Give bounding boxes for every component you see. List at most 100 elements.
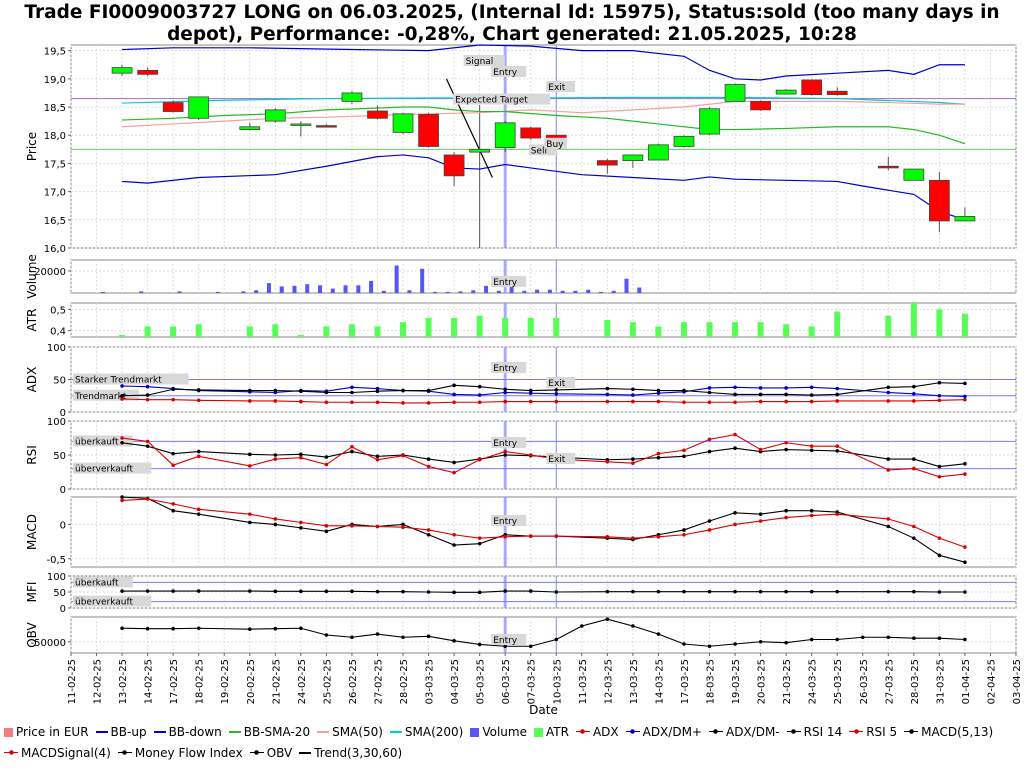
signal-label-bg	[463, 55, 505, 66]
date-tick-label: 20-02-25	[246, 659, 257, 704]
macd-series-macdsignal-4--point	[120, 498, 124, 503]
legend-swatch	[117, 749, 132, 756]
adx-series-adx-dm--point	[426, 388, 431, 393]
atr-bar	[119, 334, 126, 337]
obv-series-obv-point	[733, 642, 737, 646]
price-ytick-label: 18,0	[44, 131, 66, 142]
adx-series-adx-dm--point	[809, 385, 814, 390]
adx-series-adx-dm--point	[247, 388, 252, 393]
rsi-series-rsi-5-point	[426, 464, 431, 469]
legend-item: ADX	[575, 722, 619, 743]
macd-series-macd-5-13--point	[299, 526, 303, 530]
macd-panel-frame	[70, 496, 1017, 568]
mfi-level-label-1: überverkauft	[75, 598, 134, 608]
legend-swatch	[849, 728, 864, 735]
adx-series-adx-dm--point	[324, 390, 329, 395]
rsi-series-rsi-14-point	[886, 457, 891, 461]
adx-series-adx-dm--point	[299, 389, 303, 394]
atr-bar	[476, 315, 483, 337]
date-tick-label: 13-02-25	[118, 659, 129, 704]
expected-target-label-bg	[453, 93, 551, 105]
atr-bar	[783, 324, 790, 337]
obv-series-obv-point	[682, 642, 686, 646]
adx-level-label-1: Trendmarkt	[74, 392, 127, 402]
volume-bar	[547, 289, 552, 293]
candle-body	[673, 135, 695, 147]
obv-series-obv-point	[937, 636, 942, 640]
legend-item: ADX/DM+	[625, 722, 702, 743]
mfi-series-money-flow-index-point	[835, 589, 840, 594]
rsi-series-rsi-5-point	[605, 460, 610, 464]
legend-label: RSI 14	[803, 725, 843, 739]
obv-series-obv-point	[299, 626, 303, 631]
legend-item: OBV	[249, 743, 292, 764]
obv-series-obv-point	[835, 637, 840, 642]
rsi-ytick-label: 100	[47, 417, 66, 428]
entry-label-volume-bg	[491, 276, 527, 287]
candle-body	[954, 216, 976, 222]
candle-body	[877, 165, 899, 169]
legend-label: ADX/DM-	[725, 725, 780, 739]
mfi-series-money-flow-index-point	[145, 589, 150, 593]
volume-bar	[535, 289, 540, 293]
obv-series-obv-point	[426, 634, 431, 639]
mfi-series-money-flow-index-point	[324, 589, 329, 594]
mfi-series-money-flow-index-point	[784, 589, 788, 594]
volume-bar	[496, 290, 501, 293]
adx-series-adx-point	[350, 400, 354, 405]
mfi-series-money-flow-index-point	[631, 589, 635, 594]
volume-bar	[458, 291, 463, 293]
atr-bar	[348, 324, 355, 337]
candle-body	[699, 108, 720, 135]
date-tick-label: 27-03-25	[884, 659, 895, 704]
adx-series-adx-point	[247, 399, 252, 403]
volume-bar	[445, 291, 450, 293]
macd-series-macdsignal-4--point	[886, 517, 891, 521]
adx-level-label-0: Starker Trendmarkt	[75, 376, 162, 386]
adx-series-adx-point	[171, 397, 175, 402]
volume-bar	[254, 290, 259, 293]
atr-bar	[502, 317, 509, 337]
candle-body	[137, 69, 158, 75]
legend-swatch	[4, 728, 13, 737]
date-tick-label: 19-02-25	[220, 659, 231, 704]
legend-swatch	[153, 731, 166, 733]
chart-title-line-1: Trade FI0009003727 LONG on 06.03.2025, (…	[24, 2, 1000, 23]
candle-body	[264, 109, 286, 122]
rsi-series-rsi-14-point	[426, 457, 431, 461]
legend-item: RSI 5	[849, 722, 897, 743]
mfi-series-money-flow-index-point	[809, 589, 814, 594]
rsi-level-label-0: überkauft	[75, 437, 119, 447]
mfi-ytick-label: 50	[53, 588, 66, 599]
date-tick-label: 10-03-25	[552, 659, 563, 704]
candle-body	[494, 122, 516, 149]
macd-axis-label: MACD	[25, 514, 39, 550]
atr-bar	[323, 326, 330, 337]
exit-label-adx-bg	[546, 377, 576, 388]
macd-series-macdsignal-4--point	[477, 536, 482, 540]
atr-bar	[706, 322, 713, 337]
legend-item: MACD(5,13)	[904, 722, 993, 743]
rsi-series-rsi-14-point	[912, 457, 916, 461]
mfi-series-money-flow-index-point	[733, 589, 737, 594]
atr-bar	[400, 322, 407, 337]
candle-body	[929, 179, 950, 222]
date-tick-label: 05-03-25	[476, 659, 487, 704]
macd-series-macd-5-13--point	[401, 522, 405, 527]
adx-series-adx-point	[605, 399, 610, 404]
legend-label: ADX/DM+	[642, 725, 702, 739]
candle-body	[316, 125, 337, 128]
adx-series-adx-dm--point	[120, 393, 124, 398]
entry-label-adx: Entry	[493, 364, 518, 374]
adx-series-adx-dm--point	[120, 384, 124, 388]
date-tick-label: 24-03-25	[808, 659, 819, 704]
atr-bar	[451, 317, 458, 337]
legend-swatch	[625, 728, 640, 735]
legend-swatch	[317, 731, 330, 733]
date-tick-label: 25-03-25	[833, 659, 844, 704]
volume-bar	[266, 283, 271, 293]
macd-series-macdsignal-4--point	[375, 524, 380, 529]
date-tick-label: 11-03-25	[578, 659, 589, 704]
adx-series-adx-point	[733, 400, 737, 405]
legend-swatch	[786, 728, 801, 735]
